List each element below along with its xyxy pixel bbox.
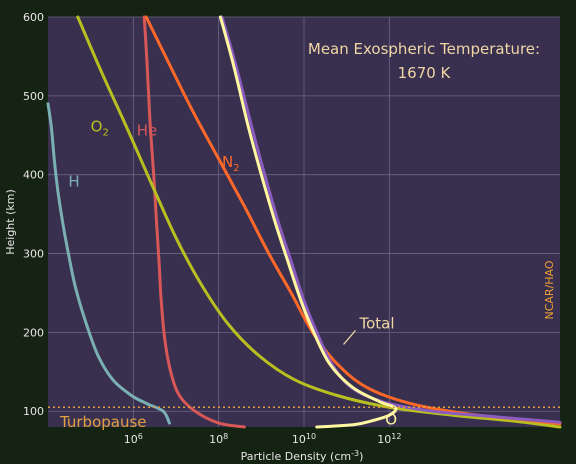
x-axis-label-tail: ) [359, 450, 363, 463]
series-label-name: O [385, 411, 397, 429]
series-label-4: Total [359, 314, 395, 332]
series-line-4 [220, 15, 562, 424]
x-tick-base: 10 [292, 433, 306, 446]
x-tick-exponent: 12 [391, 432, 401, 441]
turbopause-label: Turbopause [59, 413, 147, 431]
y-tick-label-4: 500 [23, 90, 44, 103]
x-tick-exponent: 10 [306, 432, 316, 441]
series-line-1 [142, 15, 246, 429]
series-group [46, 15, 562, 429]
series-label-name: Total [359, 314, 395, 332]
x-tick-label-0: 106 [124, 432, 143, 446]
series-label-name: O [91, 117, 103, 135]
y-tick-labels: 100 200 300 400 500 600 [23, 11, 44, 418]
y-tick-label-1: 200 [23, 326, 44, 339]
x-tick-base: 10 [377, 433, 391, 446]
y-axis-label: Height (km) [4, 189, 17, 255]
x-axis-label-exponent: -3 [351, 449, 359, 458]
series-label-3: N2 [222, 153, 240, 174]
x-axis-label-text: Particle Density (cm [241, 450, 352, 463]
series-label-0: H [68, 173, 79, 191]
y-tick-label-0: 100 [23, 405, 44, 418]
series-label-1: He [137, 121, 158, 139]
series-label-name: N [222, 153, 233, 171]
total-leader-line [343, 330, 356, 345]
series-line-2 [76, 15, 562, 429]
x-tick-exponent: 8 [223, 432, 228, 441]
x-tick-label-2: 1010 [292, 432, 316, 446]
series-label-5: O [385, 411, 397, 429]
temperature-annotation-line2: 1670 K [398, 64, 452, 82]
x-tick-label-1: 108 [209, 432, 228, 446]
series-label-name: H [68, 173, 79, 191]
series-label-name: He [137, 121, 158, 139]
x-tick-base: 10 [209, 433, 223, 446]
y-tick-label-5: 600 [23, 11, 44, 24]
x-tick-base: 10 [124, 433, 138, 446]
x-tick-labels: 106 108 1010 1012 [124, 432, 402, 446]
x-tick-label-3: 1012 [377, 432, 401, 446]
series-label-subscript: 2 [102, 127, 108, 138]
series-line-0 [46, 102, 171, 425]
grid [48, 16, 560, 427]
temperature-annotation-line1: Mean Exospheric Temperature: [308, 40, 540, 58]
series-line-5 [218, 15, 398, 429]
x-tick-exponent: 6 [138, 432, 143, 441]
credit-label: NCAR/HAO [543, 260, 556, 319]
series-label-2: O2 [91, 117, 109, 138]
y-tick-label-3: 400 [23, 169, 44, 182]
y-tick-label-2: 300 [23, 248, 44, 261]
x-axis-label: Particle Density (cm-3) [241, 449, 364, 463]
series-label-subscript: 2 [233, 163, 239, 174]
